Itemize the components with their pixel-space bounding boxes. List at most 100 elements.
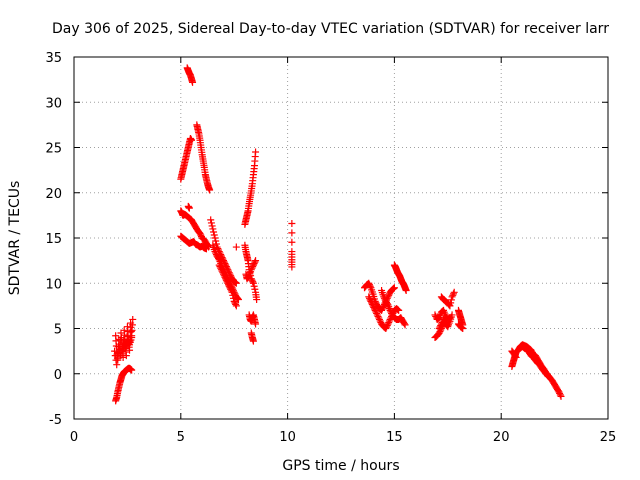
data-point-fill	[553, 385, 561, 393]
data-point-fill	[244, 208, 252, 216]
data-point-fill	[245, 202, 253, 210]
data-point-fill	[199, 155, 207, 163]
data-point	[450, 288, 458, 296]
data-point-fill	[436, 323, 444, 331]
data-point-fill	[247, 268, 255, 276]
data-point-fill	[543, 372, 551, 380]
data-point-fill	[249, 174, 257, 182]
data-point-fill	[229, 291, 237, 299]
data-point-fill	[244, 255, 252, 263]
data-point-fill	[556, 389, 564, 397]
data-point-fill	[374, 312, 382, 320]
data-point-fill	[389, 285, 397, 293]
data-point-fill	[198, 148, 206, 156]
data-point-fill	[383, 300, 391, 308]
data-point-fill	[180, 163, 188, 171]
data-point-fill	[543, 371, 551, 379]
data-point-fill	[208, 222, 216, 230]
data-point	[557, 392, 565, 400]
data-point-fill	[112, 394, 120, 402]
data-point-fill	[380, 294, 388, 302]
data-point	[230, 297, 238, 305]
data-point	[211, 234, 219, 242]
data-point-fill	[231, 299, 239, 307]
data-point-fill	[122, 348, 130, 356]
data-point-fill	[370, 303, 378, 311]
data-point	[367, 297, 375, 305]
data-point-fill	[227, 285, 235, 293]
data-point-fill	[372, 308, 380, 316]
data-point-fill	[394, 306, 402, 314]
data-point-fill	[447, 299, 455, 307]
data-point-fill	[178, 172, 186, 180]
data-point	[440, 315, 448, 323]
data-point-fill	[447, 296, 455, 304]
data-point-fill	[379, 291, 387, 299]
data-point-fill	[210, 245, 218, 253]
data-point-fill	[113, 355, 121, 363]
x-tick-label: 25	[600, 430, 617, 445]
data-point-fill	[188, 217, 196, 225]
data-point	[215, 261, 223, 269]
y-tick-label: 30	[45, 96, 62, 111]
data-point-fill	[365, 294, 373, 302]
data-point-fill	[232, 300, 240, 308]
data-point-fill	[223, 278, 231, 286]
data-point	[435, 325, 443, 332]
y-tick-label: 5	[54, 323, 62, 338]
y-axis-label: SDTVAR / TECUs	[7, 181, 23, 296]
data-point-fill	[118, 347, 126, 355]
data-point-fill	[398, 315, 406, 323]
data-point	[222, 275, 230, 283]
data-point-fill	[247, 189, 255, 197]
data-point-fill	[183, 150, 191, 158]
data-point	[224, 279, 232, 287]
axis-ticks: 0 5 10 15 20 25 -5 0 5 10 15 20 25 30 35	[45, 51, 616, 445]
data-point-fill	[383, 323, 391, 331]
data-point-fill	[218, 267, 226, 275]
y-tick-label: 35	[45, 51, 62, 66]
data-point-fill	[185, 204, 193, 212]
data-point-fill	[188, 77, 196, 85]
data-point-fill	[248, 182, 256, 190]
x-axis-label: GPS time / hours	[282, 458, 399, 474]
data-point	[232, 302, 240, 310]
data-point	[232, 243, 240, 251]
data-point-fill	[251, 258, 259, 266]
data-markers	[111, 64, 565, 405]
x-tick-label: 10	[279, 430, 296, 445]
data-point-fill	[116, 349, 124, 357]
data-point-fill	[222, 276, 230, 284]
data-point-fill	[221, 273, 229, 281]
data-point-fill	[288, 238, 296, 246]
data-point-fill	[248, 276, 256, 284]
data-point	[288, 220, 296, 228]
data-point-fill	[202, 245, 210, 253]
data-point-fill	[445, 319, 453, 327]
data-point-fill	[368, 299, 376, 307]
data-point-fill	[127, 366, 135, 374]
data-point-fill	[449, 291, 457, 299]
data-point-fill	[385, 318, 393, 326]
data-point-fill	[126, 365, 134, 373]
data-point	[369, 302, 377, 310]
y-tick-label: -5	[49, 413, 62, 428]
y-tick-label: 0	[54, 368, 62, 383]
data-point-fill	[190, 221, 198, 229]
data-point	[448, 293, 456, 301]
data-point-fill	[194, 124, 202, 132]
y-tick-label: 20	[45, 187, 62, 202]
data-point	[386, 315, 394, 323]
x-tick-label: 15	[386, 430, 403, 445]
grid-lines	[74, 57, 608, 419]
data-point-fill	[201, 168, 209, 176]
data-point-fill	[244, 273, 252, 281]
data-point-fill	[511, 351, 519, 359]
data-point-fill	[207, 219, 215, 227]
data-point-fill	[365, 281, 373, 289]
data-point-fill	[250, 314, 258, 322]
data-point	[228, 288, 236, 296]
data-point-fill	[242, 217, 250, 225]
data-point-fill	[128, 321, 136, 329]
